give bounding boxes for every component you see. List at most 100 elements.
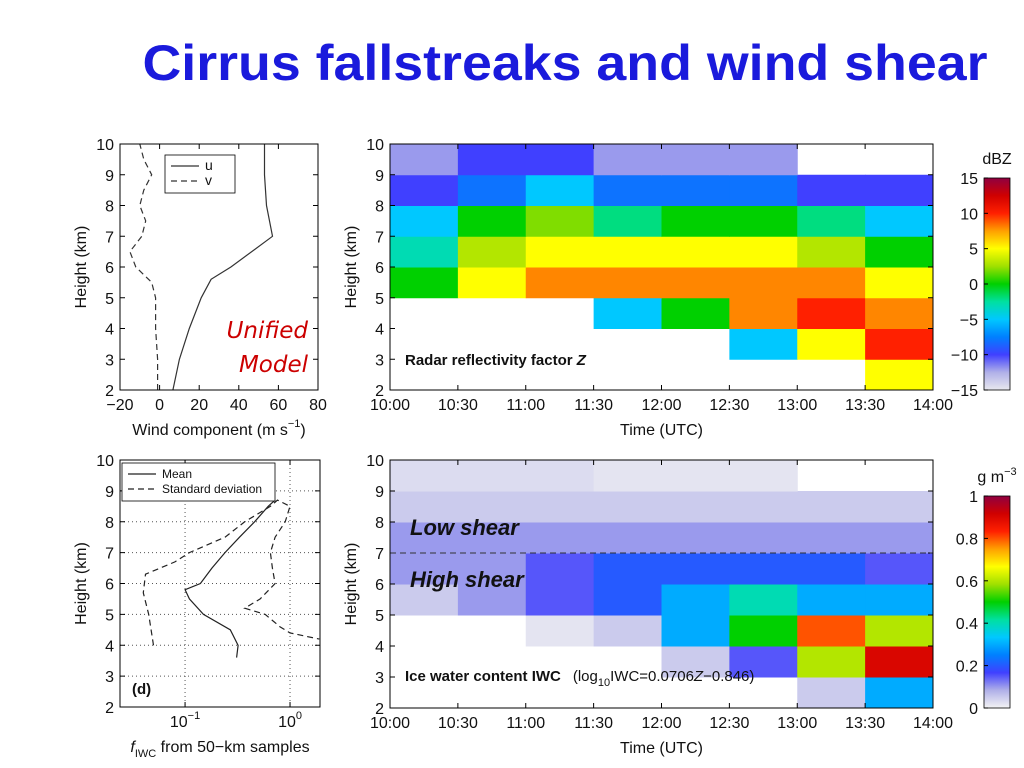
heatmap-cell	[390, 491, 459, 523]
legend-label: Mean	[162, 467, 192, 481]
heatmap-cell	[729, 584, 798, 616]
heatmap-cell	[457, 460, 527, 492]
heatmap-cell	[593, 144, 662, 176]
x-tick-label: 12:30	[709, 397, 749, 414]
heatmap-cell	[729, 174, 798, 206]
heatmap-cell	[729, 236, 798, 268]
x-tick-label-part: 0	[296, 710, 302, 722]
heatmap-cell	[525, 615, 595, 647]
y-tick-label: 7	[105, 546, 114, 563]
y-tick-label: 3	[375, 352, 384, 369]
x-tick-label: 10:00	[370, 715, 410, 732]
heatmap-cell	[797, 328, 866, 360]
heatmap-cell	[661, 236, 730, 268]
annotation-part: −0.846)	[703, 668, 754, 685]
heatmap-cell	[390, 205, 459, 237]
heatmap-cell	[593, 174, 662, 206]
x-tick-label: 20	[190, 397, 208, 414]
y-tick-label: 4	[105, 638, 114, 655]
line-series	[184, 499, 276, 658]
x-tick-label-part: −1	[188, 710, 201, 722]
annotation-part: Radar reflectivity factor	[405, 352, 577, 369]
y-tick-label: 2	[375, 383, 384, 400]
heatmap-cell	[593, 267, 662, 299]
heatmap-cell	[797, 205, 866, 237]
plot-frame	[119, 143, 319, 391]
colorbar-tick-label: 15	[960, 171, 978, 188]
heatmap-cell	[797, 553, 866, 585]
heatmap-cell	[390, 553, 459, 585]
heatmap-cell	[593, 236, 662, 268]
x-tick-label: 11:30	[574, 397, 613, 414]
x-tick-label: 10−1	[170, 710, 200, 731]
heatmap-cell	[661, 584, 730, 616]
heatmap-cell	[390, 267, 459, 299]
y-tick-label: 3	[105, 352, 114, 369]
heatmap-cell	[729, 522, 798, 554]
heatmap-cell	[661, 460, 730, 492]
legend-label: u	[205, 157, 213, 173]
heatmap-cell	[525, 205, 595, 237]
heatmap-cell	[865, 359, 934, 391]
colorbar-tick-label: 10	[960, 206, 978, 223]
colorbar-tick-label: −5	[960, 312, 978, 329]
heatmap-cell	[865, 584, 934, 616]
annotation-part: IWC=0.0706	[610, 668, 694, 685]
y-tick-label: 3	[375, 670, 384, 687]
heatmap-cell	[525, 584, 595, 616]
y-axis-label: Height (km)	[73, 542, 90, 625]
annotation: Unified	[227, 318, 309, 344]
line-series	[142, 499, 320, 646]
heatmap-cell	[661, 267, 730, 299]
heatmap-cell	[865, 205, 934, 237]
x-tick-label: 0	[155, 397, 164, 414]
heatmap-cell	[797, 677, 866, 709]
y-tick-label: 4	[105, 322, 114, 339]
x-tick-label: 11:00	[506, 397, 545, 414]
y-tick-label: 9	[105, 168, 114, 185]
x-tick-label-part: 10	[278, 714, 296, 731]
x-tick-label: 10:30	[438, 715, 478, 732]
heatmap-cell	[661, 491, 730, 523]
heatmap-cell	[865, 615, 934, 647]
heatmap-cell	[457, 584, 527, 616]
colorbar-tick-label: 0.8	[956, 531, 978, 548]
x-axis-label-part: IWC	[135, 748, 156, 760]
heatmap-cell	[525, 267, 595, 299]
heatmap-cell	[593, 553, 662, 585]
heatmap-cell	[865, 522, 934, 554]
heatmap-cell	[865, 491, 934, 523]
y-tick-label: 6	[105, 577, 114, 594]
annotation: Model	[239, 352, 309, 378]
heatmap-cell	[525, 236, 595, 268]
heatmap-cell	[661, 615, 730, 647]
heatmap-cell	[390, 144, 459, 176]
heatmap-cell	[593, 297, 662, 329]
shear-label: High shear	[410, 567, 525, 592]
heatmap-cell	[593, 205, 662, 237]
heatmap-cell	[797, 174, 866, 206]
annotation-part: 10	[598, 677, 610, 689]
heatmap-cell	[729, 491, 798, 523]
x-tick-label: 40	[230, 397, 248, 414]
y-tick-label: 10	[366, 453, 384, 470]
colorbar-tick-label: 0	[969, 277, 978, 294]
heatmap-cell	[865, 328, 934, 360]
colorbar	[983, 177, 1011, 391]
colorbar-tick-label: 0	[969, 701, 978, 718]
annotation: Ice water content IWC (log10IWC=0.0706Z−0…	[405, 668, 754, 689]
heatmap-cell	[865, 646, 934, 678]
heatmap-cell	[729, 615, 798, 647]
legend-box	[121, 462, 276, 502]
y-tick-label: 2	[105, 700, 114, 717]
y-axis-label: Height (km)	[343, 226, 360, 309]
heatmap-cell	[729, 646, 798, 678]
x-axis-label: Time (UTC)	[620, 740, 703, 757]
heatmap-cell	[525, 144, 595, 176]
y-tick-label: 10	[366, 137, 384, 154]
x-tick-label: −20	[106, 397, 133, 414]
y-tick-label: 4	[375, 322, 384, 339]
heatmap-cell	[457, 522, 527, 554]
heatmap-cell	[593, 522, 662, 554]
